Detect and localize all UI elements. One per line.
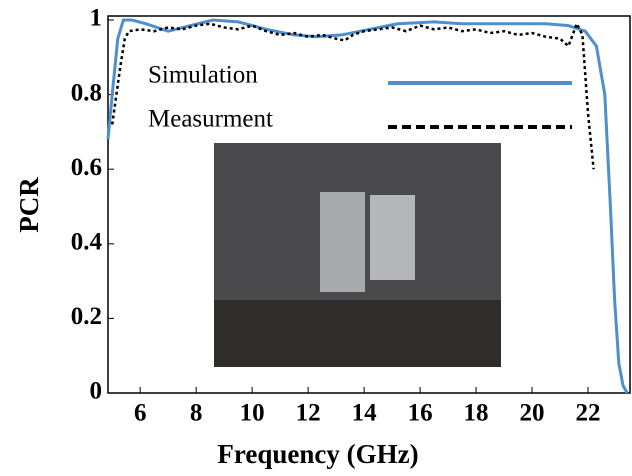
x-tick-label: 12	[296, 400, 321, 427]
y-tick-label: 1	[90, 5, 103, 32]
inset-photo-panel	[370, 195, 415, 280]
y-tick-label: 0.2	[71, 303, 102, 330]
legend-label: Simulation	[148, 62, 258, 89]
x-tick-label: 18	[464, 400, 489, 427]
y-tick-label: 0.8	[71, 79, 102, 106]
x-tick-label: 6	[134, 400, 147, 427]
y-tick-label: 0.6	[71, 154, 102, 181]
y-axis-label: PCR	[14, 177, 44, 233]
x-tick-label: 8	[190, 400, 203, 427]
plot-frame	[107, 15, 631, 394]
y-tick-label: 0.4	[71, 229, 103, 256]
legend-label: Measurment	[148, 106, 273, 133]
inset-photo-panel	[320, 192, 365, 292]
x-tick-label: 16	[408, 400, 433, 427]
x-tick-label: 22	[576, 400, 601, 427]
x-axis-label: Frequency (GHz)	[217, 439, 418, 469]
series-line	[106, 18, 629, 394]
y-tick-label: 0	[90, 378, 103, 405]
series-line	[110, 20, 595, 170]
inset-photo-floor	[214, 300, 501, 367]
x-tick-label: 14	[352, 400, 378, 427]
x-tick-label: 20	[520, 400, 545, 427]
x-tick-label: 10	[240, 400, 265, 427]
